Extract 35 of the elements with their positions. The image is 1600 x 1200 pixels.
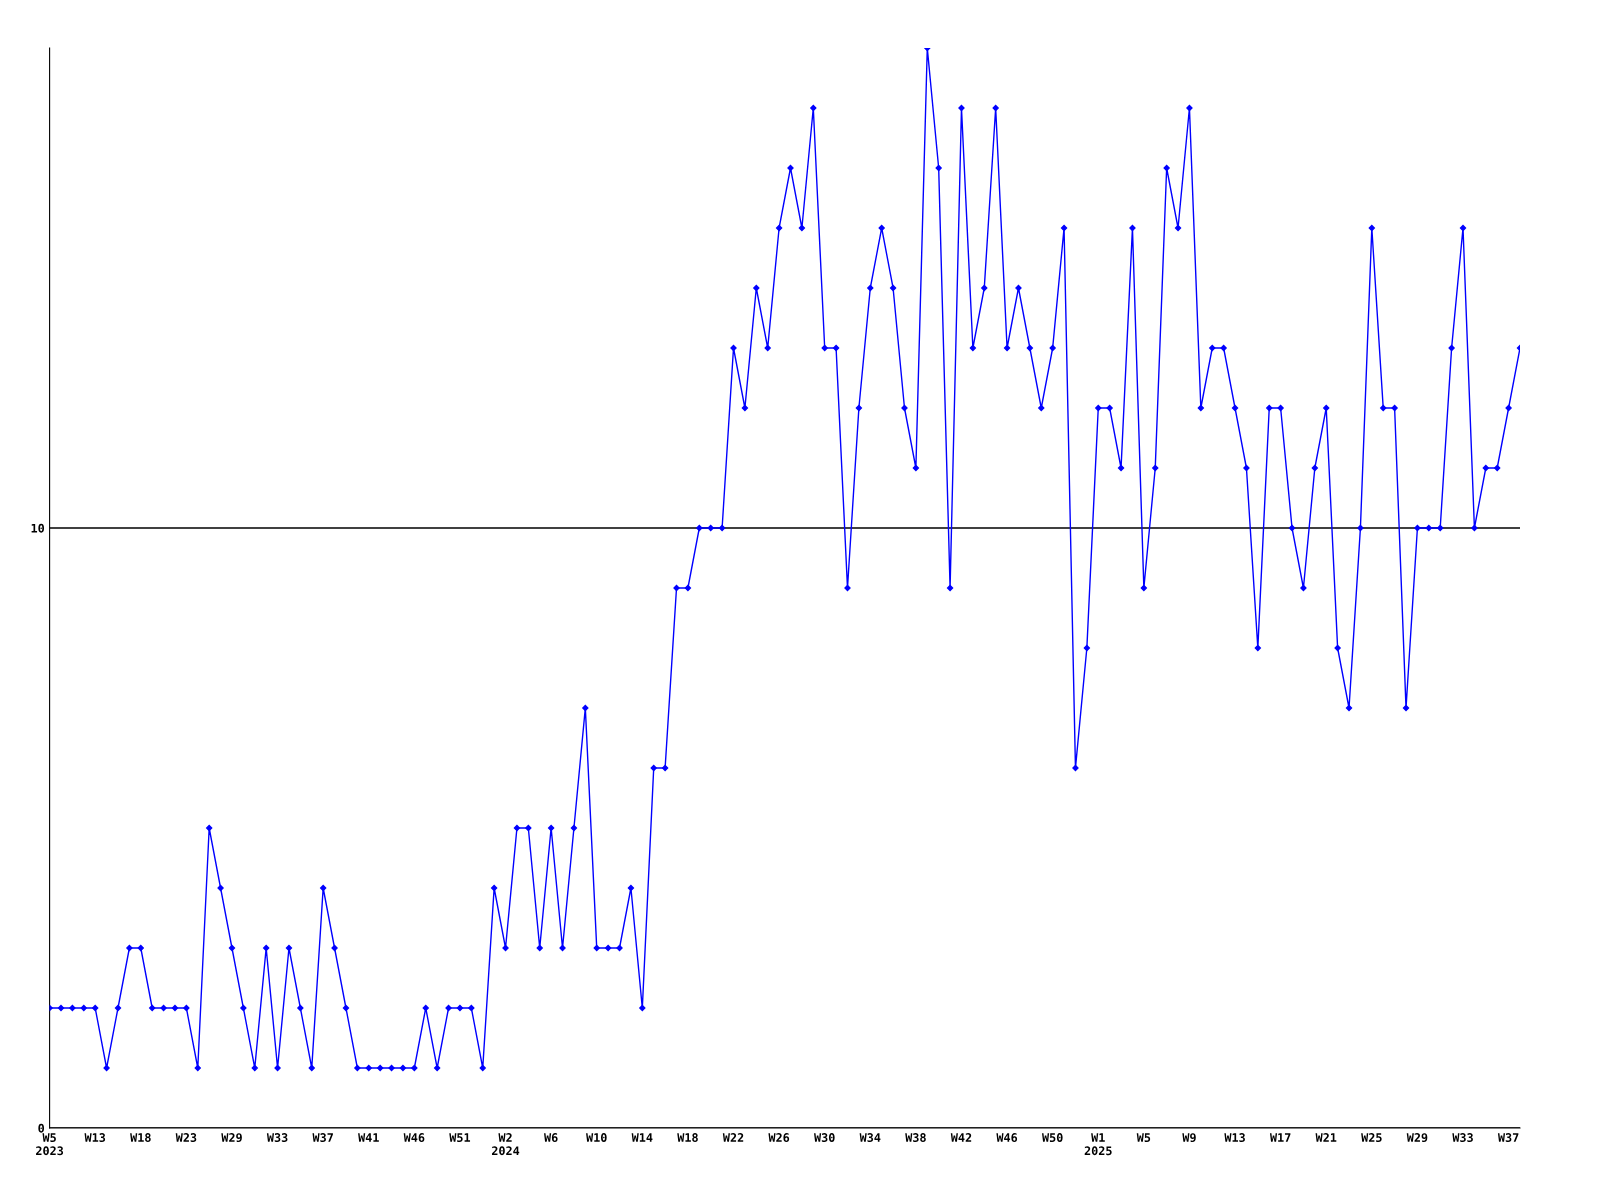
x-tick-label: W33 bbox=[266, 1133, 288, 1142]
x-tick-label: W5 bbox=[1136, 1133, 1151, 1142]
x-tick-label: W37 bbox=[312, 1133, 333, 1142]
x-tick-label: W42 bbox=[950, 1133, 972, 1142]
x-tick-label: W9 bbox=[1182, 1133, 1196, 1143]
x-tick-label: W5 2023 bbox=[36, 1133, 64, 1156]
x-tick-label: W29 bbox=[1406, 1133, 1428, 1143]
x-tick-label: W51 bbox=[449, 1133, 471, 1142]
x-tick-label: W14 bbox=[631, 1133, 653, 1142]
x-tick-label: W41 bbox=[358, 1133, 379, 1142]
x-tick-label: W25 bbox=[1361, 1133, 1382, 1142]
x-tick-label: W29 bbox=[221, 1133, 242, 1143]
x-tick-label: W37 bbox=[1497, 1133, 1519, 1142]
x-tick-label: W38 bbox=[905, 1133, 926, 1142]
x-tick-label: W30 bbox=[814, 1133, 835, 1142]
x-tick-label: W2 2024 bbox=[491, 1133, 520, 1156]
x-tick-label: W18 bbox=[130, 1133, 151, 1142]
x-tick-label: W6 bbox=[544, 1133, 558, 1143]
x-tick-label: W1 2025 bbox=[1084, 1133, 1112, 1156]
x-tick-label: W34 bbox=[859, 1133, 881, 1142]
x-tick-label: W46 bbox=[403, 1133, 425, 1143]
x-tick-label: W23 bbox=[175, 1133, 197, 1142]
x-tick-label: W10 bbox=[586, 1133, 607, 1142]
y-tick-label: 10 bbox=[31, 523, 45, 533]
x-tick-label: W21 bbox=[1315, 1133, 1337, 1142]
x-tick-label: W46 bbox=[996, 1133, 1018, 1143]
y-tick-label: 0 bbox=[38, 1123, 45, 1133]
x-tick-label: W33 bbox=[1452, 1133, 1473, 1142]
x-tick-label: W13 bbox=[1224, 1133, 1245, 1142]
x-tick-label: W17 bbox=[1269, 1133, 1291, 1142]
x-tick-label: W26 bbox=[768, 1133, 790, 1143]
x-tick-label: W22 bbox=[722, 1133, 744, 1142]
x-tick-label: W13 bbox=[84, 1133, 106, 1142]
x-tick-label: W18 bbox=[677, 1133, 698, 1142]
x-tick-label: W50 bbox=[1042, 1133, 1063, 1142]
